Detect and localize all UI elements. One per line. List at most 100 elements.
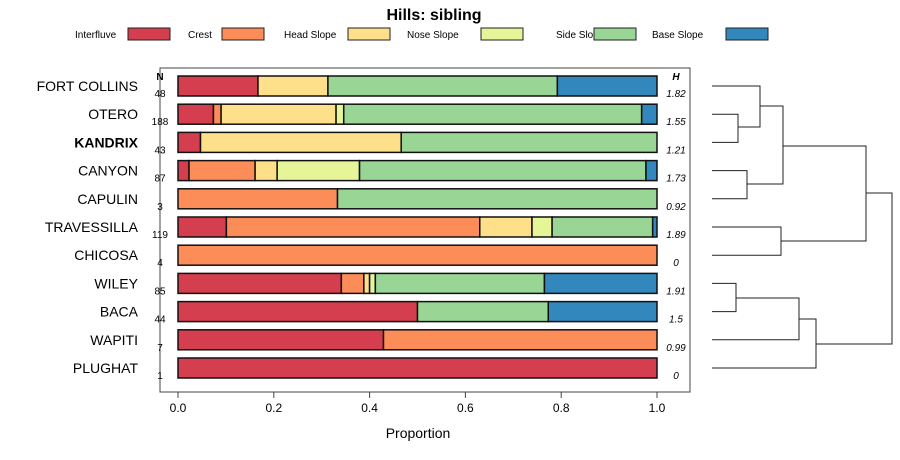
legend-label: Side Slope (556, 30, 605, 41)
row-label: PLUGHAT (73, 360, 139, 376)
bar-segment-base-slope (651, 216, 658, 238)
bar-segment-side-slope (358, 159, 647, 182)
n-value: 43 (154, 145, 166, 156)
x-tick-label: 1.0 (649, 401, 666, 415)
legend-swatch (127, 27, 171, 41)
bar-segment-nose-slope (368, 272, 377, 295)
bar-segment-side-slope (342, 103, 643, 125)
n-value: 1 (157, 371, 163, 382)
n-value: 188 (152, 117, 169, 128)
dendrogram-branch (712, 113, 739, 143)
bar-segment-interfluve (177, 300, 419, 323)
h-value: 1.82 (666, 89, 686, 100)
h-value: 1.91 (666, 286, 685, 297)
x-tick-label: 0.4 (361, 401, 378, 415)
row-label: WAPITI (90, 332, 138, 348)
bar-segment-interfluve (177, 216, 228, 238)
n-value: 3 (157, 202, 163, 213)
dendrogram-branch (712, 318, 817, 369)
bar-segment-head-slope (257, 75, 329, 97)
bar-segment-base-slope (547, 300, 658, 323)
bar-segment-head-slope (479, 216, 533, 238)
bar-segment-side-slope (400, 131, 658, 154)
bar-segment-interfluve (177, 159, 190, 182)
dendrogram (712, 85, 893, 369)
legend-label: Nose Slope (407, 30, 459, 41)
dendrogram-branch (712, 282, 737, 313)
bar-segment-side-slope (336, 188, 658, 210)
n-value: 85 (154, 286, 166, 297)
row-label: WILEY (94, 275, 138, 291)
bar-segment-side-slope (551, 216, 654, 238)
bar-segment-side-slope (327, 75, 559, 97)
dendrogram-branch (712, 85, 761, 128)
n-value: 44 (154, 315, 166, 326)
h-value: 0 (673, 371, 679, 382)
row-label: BACA (100, 304, 139, 320)
n-value: 7 (157, 343, 163, 354)
bar-segment-head-slope (199, 131, 402, 154)
bar-segment-head-slope (220, 103, 337, 125)
bar-segment-crest (382, 329, 658, 351)
chart-title: Hills: sibling (386, 7, 481, 24)
h-value: 1.73 (666, 174, 686, 185)
legend-swatch (593, 27, 637, 41)
h-value: 0.92 (666, 202, 686, 213)
bar-segment-side-slope (416, 300, 550, 323)
n-value: 87 (154, 174, 166, 185)
dendrogram-branch (712, 297, 800, 341)
bar-segment-crest (188, 159, 256, 182)
legend-swatch (480, 27, 524, 41)
x-axis: 0.0 0.2 0.4 0.6 0.8 1.0 (170, 392, 666, 415)
x-tick-label: 0.0 (170, 401, 187, 415)
h-value: 1.55 (666, 117, 686, 128)
bar-segment-interfluve (177, 357, 658, 379)
h-value: 0 (673, 258, 679, 269)
bar-segment-side-slope (374, 272, 546, 295)
legend: Interfluve Crest Head Slope Nose Slope Side … (75, 27, 769, 41)
bar-segment-base-slope (543, 272, 658, 295)
legend-label: Interfluve (75, 30, 117, 41)
h-value: 1.5 (669, 315, 683, 326)
bar-segment-interfluve (177, 75, 259, 97)
bar-segment-crest (177, 244, 658, 266)
row-label: CAPULIN (77, 191, 138, 207)
bar-segment-crest (177, 188, 339, 210)
bar-segment-nose-slope (276, 159, 361, 182)
dendrogram-branch (816, 192, 893, 345)
bar-segment-base-slope (556, 75, 658, 97)
x-axis-label: Proportion (386, 425, 451, 441)
legend-label: Base Slope (652, 30, 704, 41)
h-value: 1.89 (666, 230, 686, 241)
row-label: FORT COLLINS (37, 78, 138, 94)
row-label: CANYON (78, 163, 138, 179)
dendrogram-branch (747, 105, 784, 185)
legend-label: Crest (188, 30, 212, 41)
x-tick-label: 0.6 (457, 401, 474, 415)
bar-segment-interfluve (177, 103, 215, 125)
bar-segment-head-slope (254, 159, 278, 182)
row-label: OTERO (88, 106, 138, 122)
dendrogram-branch (781, 145, 867, 242)
legend-swatch (725, 27, 769, 41)
h-value: 0.99 (666, 343, 686, 354)
bar-segment-interfluve (177, 272, 343, 295)
legend-swatch (221, 27, 265, 41)
row-label: CHICOSA (74, 247, 138, 263)
x-tick-label: 0.8 (553, 401, 570, 415)
x-tick-label: 0.2 (265, 401, 282, 415)
legend-label: Head Slope (284, 30, 337, 41)
plot-frame (159, 67, 691, 393)
n-header: N (156, 72, 163, 83)
bar-segment-head-slope (363, 272, 371, 295)
n-value: 4 (157, 258, 163, 269)
bar-segment-nose-slope (531, 216, 553, 238)
bar-segment-interfluve (177, 329, 385, 351)
h-header: H (672, 72, 680, 83)
dendrogram-branch (712, 226, 782, 256)
bar-segment-crest (212, 103, 222, 125)
bar-segment-crest (340, 272, 365, 295)
